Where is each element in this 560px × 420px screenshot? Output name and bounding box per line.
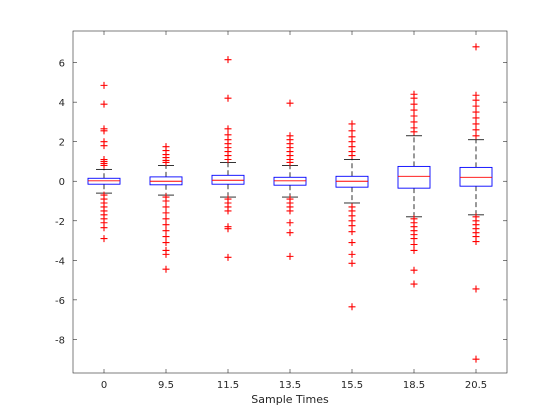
outlier-marker [100, 235, 108, 243]
x-tick-label: 18.5 [403, 380, 425, 391]
box-0 [87, 168, 121, 194]
outlier-marker [162, 203, 170, 211]
iqr-box [397, 165, 431, 189]
x-tick-label: 15.5 [341, 380, 363, 391]
outlier-marker [224, 225, 232, 233]
iqr-box [459, 166, 493, 187]
y-tick-label: -4 [55, 256, 65, 267]
x-tick-label: 20.5 [465, 380, 487, 391]
outlier-marker [100, 100, 108, 108]
axis-ticks: -8 -6 -4 -2 0 2 4 6 0 9.5 11.5 13.5 15.5 18.5 20.5 [55, 31, 507, 391]
x-tick-label: 13.5 [279, 380, 301, 391]
outlier-marker [472, 102, 480, 110]
outlier-marker [410, 280, 418, 288]
outlier-marker [162, 215, 170, 223]
outlier-marker [410, 106, 418, 114]
outlier-marker [348, 222, 356, 230]
outlier-marker [472, 285, 480, 293]
box-18.5 [397, 135, 431, 218]
outlier-marker [472, 132, 480, 140]
outlier-marker [472, 355, 480, 363]
outlier-marker [348, 152, 356, 160]
iqr-box [211, 174, 245, 185]
outlier-marker [162, 239, 170, 247]
outlier-marker [286, 229, 294, 237]
outlier-marker [410, 112, 418, 120]
outlier-marker [472, 96, 480, 104]
outlier-marker [472, 238, 480, 246]
x-tick-label: 11.5 [217, 380, 239, 391]
outlier-marker [410, 235, 418, 243]
outlier-marker [224, 94, 232, 102]
y-tick-label: -6 [55, 296, 65, 307]
outlier-marker [224, 207, 232, 215]
outlier-marker [410, 100, 418, 108]
outlier-marker [410, 118, 418, 126]
y-tick-label: -8 [55, 335, 65, 346]
outlier-marker [348, 303, 356, 311]
outlier-marker [162, 197, 170, 205]
outlier-marker [348, 228, 356, 236]
outlier-marker [348, 239, 356, 247]
outlier-marker [410, 246, 418, 254]
outlier-marker [100, 81, 108, 89]
y-tick-label: 4 [59, 98, 65, 109]
outlier-marker [162, 209, 170, 217]
outlier-marker [100, 161, 108, 169]
outlier-marker [162, 265, 170, 273]
outlier-marker [348, 120, 356, 128]
outlier-marker [286, 158, 294, 166]
x-axis-label: Sample Times [251, 393, 329, 406]
outlier-marker [348, 259, 356, 267]
iqr-box [335, 175, 369, 188]
outlier-marker [410, 241, 418, 249]
outlier-marker [286, 219, 294, 227]
outlier-marker [100, 142, 108, 150]
outlier-marker [162, 227, 170, 235]
outlier-marker [224, 253, 232, 261]
y-tick-label: 2 [59, 138, 65, 149]
outlier-marker [286, 99, 294, 107]
outlier-marker [162, 250, 170, 258]
y-tick-label: 6 [59, 59, 65, 70]
outlier-marker [472, 114, 480, 122]
outlier-marker [286, 252, 294, 260]
outlier-marker [472, 43, 480, 51]
x-tick-label: 9.5 [158, 380, 174, 391]
outlier-marker [410, 94, 418, 102]
box-15.5 [335, 159, 369, 204]
outlier-marker [472, 126, 480, 134]
outlier-marker [410, 266, 418, 274]
outlier-marker [162, 221, 170, 229]
outlier-marker [100, 127, 108, 135]
outlier-marker [100, 224, 108, 232]
outlier-marker [224, 56, 232, 64]
outlier-marker [348, 250, 356, 258]
outlier-marker [472, 108, 480, 116]
y-tick-label: 0 [59, 177, 65, 188]
outlier-marker [410, 128, 418, 136]
x-tick-label: 0 [101, 380, 107, 391]
outlier-marker [224, 155, 232, 163]
outlier-marker [162, 233, 170, 241]
outlier-series [100, 43, 480, 363]
outlier-marker [348, 127, 356, 135]
outlier-marker [162, 158, 170, 166]
outlier-marker [224, 125, 232, 133]
outlier-marker [286, 207, 294, 215]
outlier-marker [472, 120, 480, 128]
y-tick-label: -2 [55, 217, 65, 228]
